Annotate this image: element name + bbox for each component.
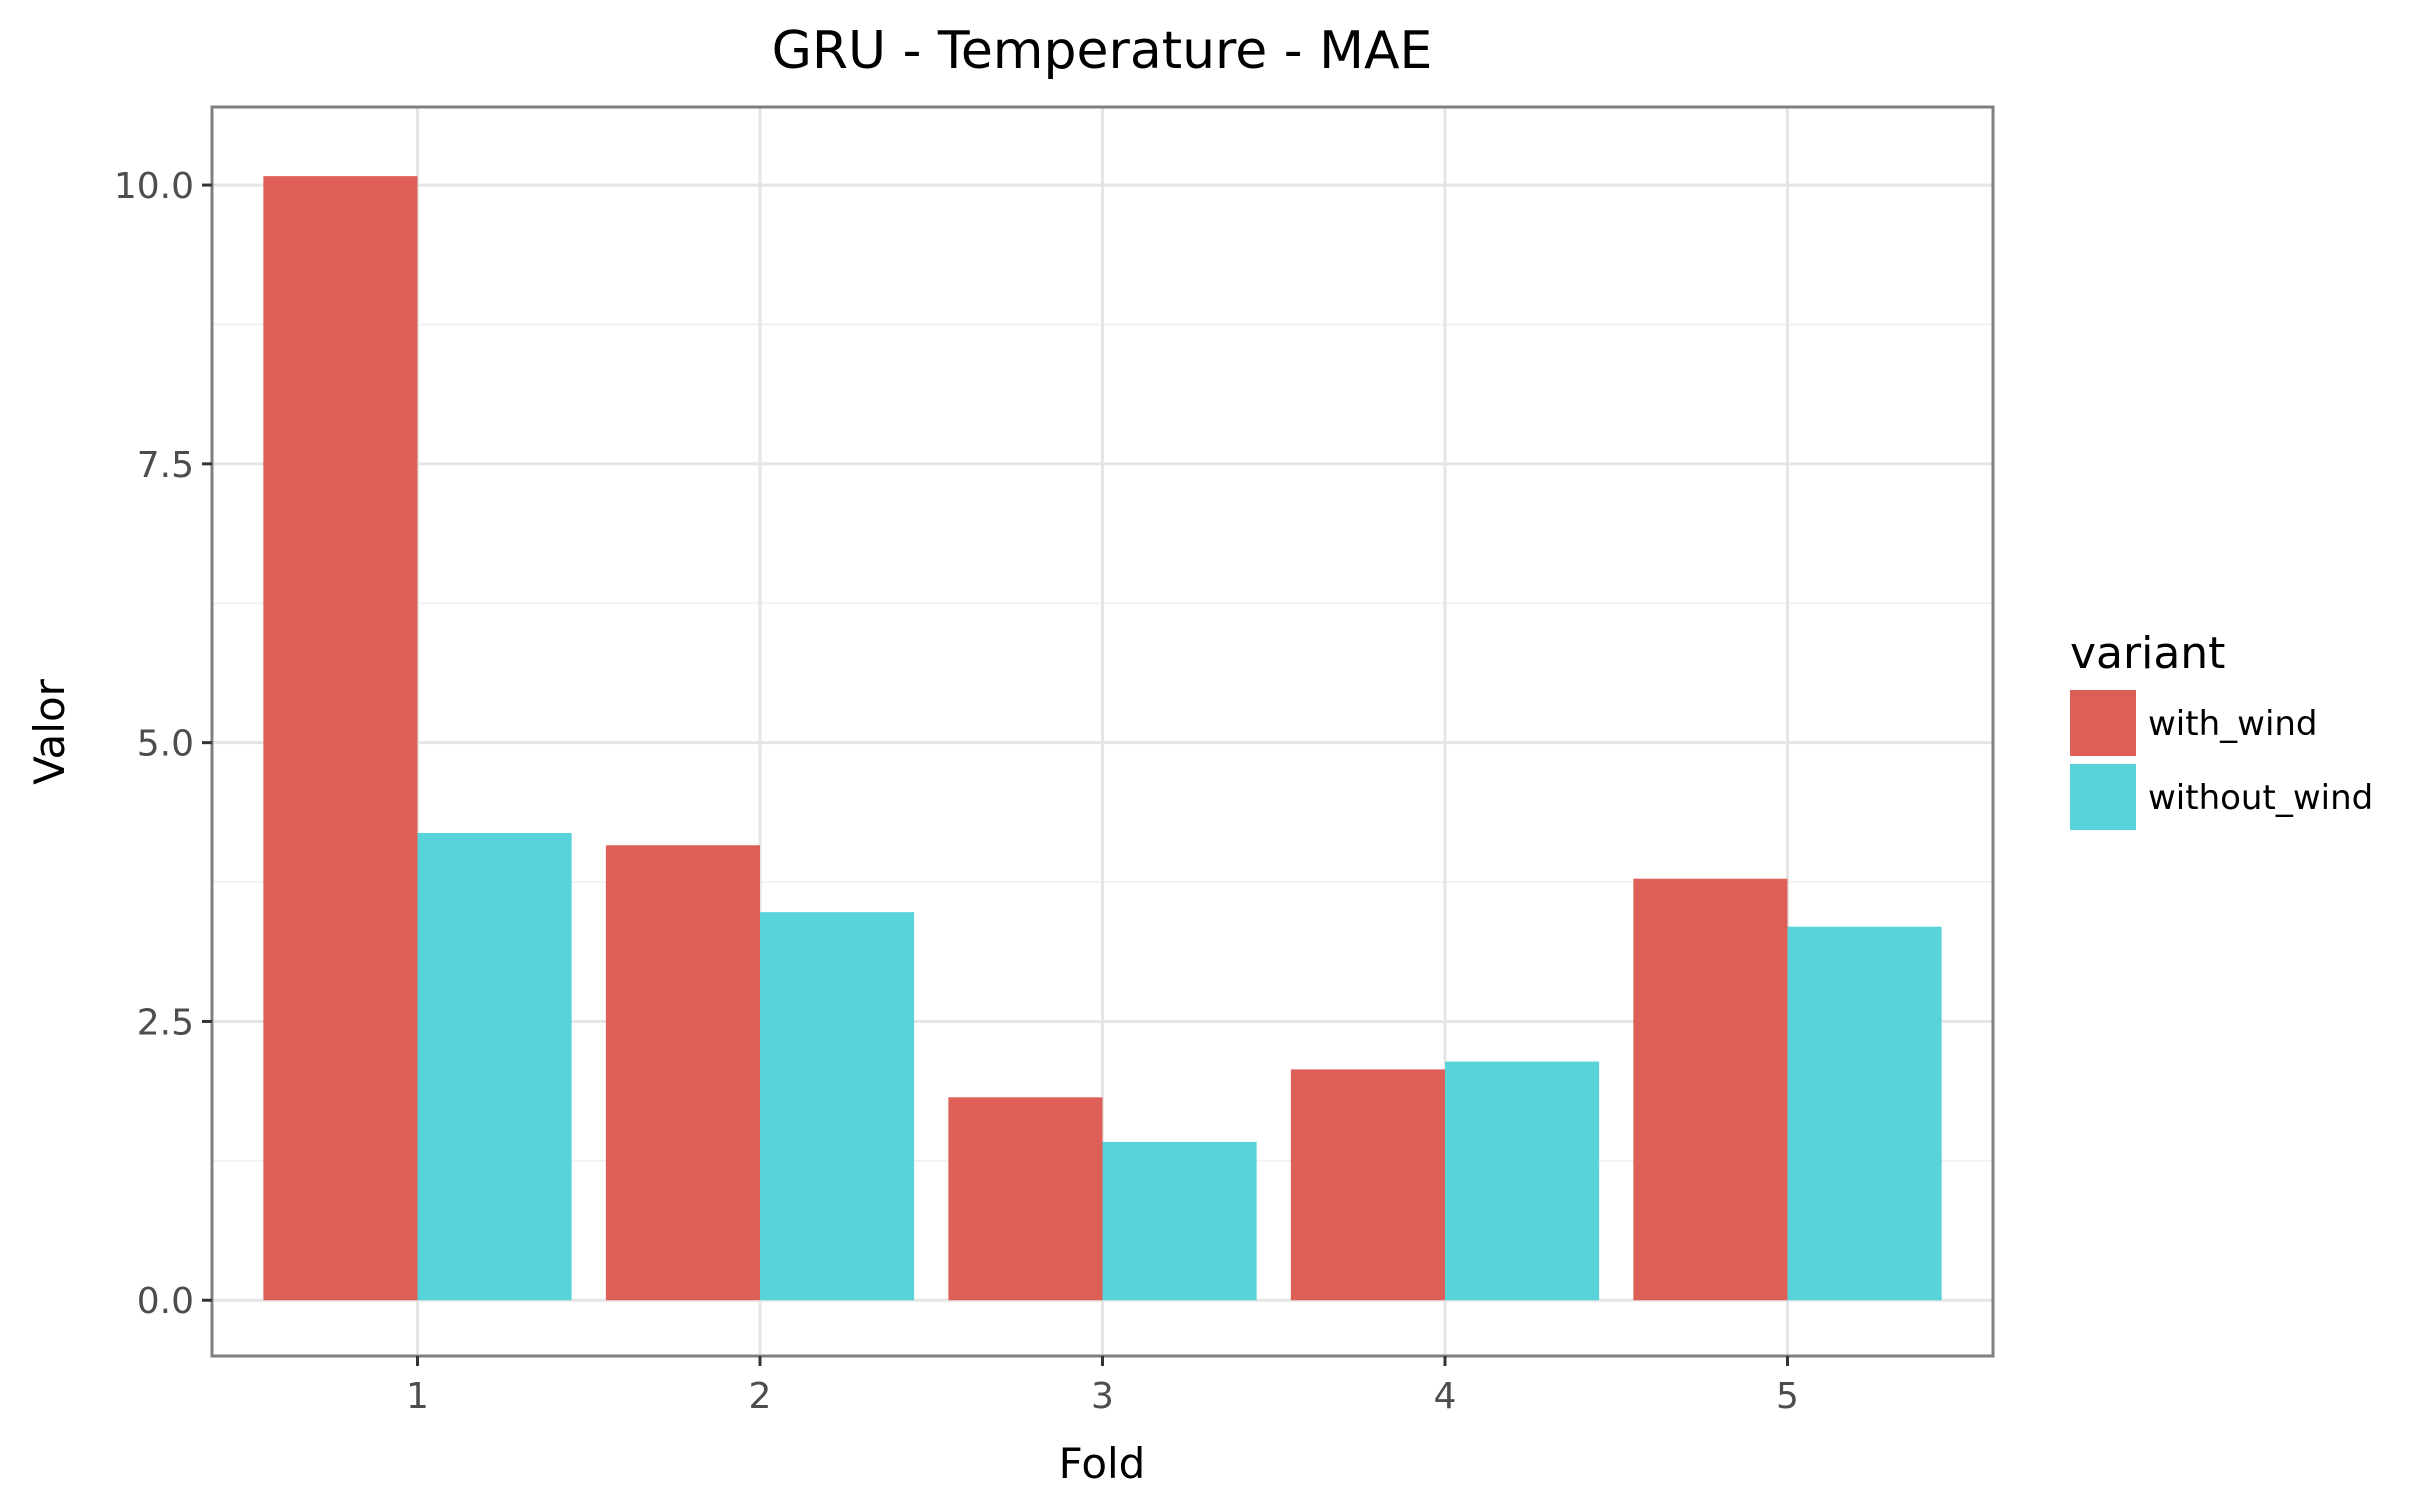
y-tick-label: 7.5 — [137, 445, 194, 486]
chart-title: GRU - Temperature - MAE — [772, 21, 1433, 81]
y-tick-label: 2.5 — [137, 1002, 194, 1043]
bar-without_wind-fold-3 — [1102, 1141, 1257, 1301]
bar-with_wind-fold-3 — [948, 1097, 1103, 1301]
bar-with_wind-fold-4 — [1290, 1069, 1445, 1301]
bar-without_wind-fold-1 — [417, 832, 572, 1301]
bar-with_wind-fold-1 — [263, 176, 418, 1301]
y-tick-label: 5.0 — [137, 724, 194, 765]
legend-label-without_wind: without_wind — [2148, 778, 2373, 818]
x-axis: 1 2 3 4 5 — [406, 1356, 1799, 1417]
x-tick-label: 3 — [1091, 1376, 1114, 1417]
legend-label-with_wind: with_wind — [2148, 704, 2318, 744]
x-tick-label: 4 — [1434, 1376, 1457, 1417]
legend-key-without_wind — [2070, 764, 2136, 830]
x-tick-label: 1 — [406, 1376, 429, 1417]
y-tick-label: 10.0 — [114, 166, 194, 207]
bar-without_wind-fold-4 — [1445, 1061, 1600, 1301]
y-axis: 0.0 2.5 5.0 7.5 10.0 — [114, 166, 212, 1322]
x-axis-title: Fold — [1059, 1439, 1146, 1488]
y-tick-label: 0.0 — [137, 1281, 194, 1322]
legend-items: with_wind without_wind — [2070, 690, 2373, 830]
bar-with_wind-fold-2 — [605, 845, 760, 1301]
bar-with_wind-fold-5 — [1633, 878, 1788, 1301]
bar-without_wind-fold-5 — [1787, 926, 1942, 1301]
x-tick-label: 2 — [749, 1376, 772, 1417]
bar-without_wind-fold-2 — [760, 912, 915, 1301]
legend: variant with_wind without_wind — [2070, 628, 2373, 830]
x-tick-label: 5 — [1776, 1376, 1799, 1417]
legend-key-with_wind — [2070, 690, 2136, 756]
bars — [263, 176, 1942, 1301]
y-axis-title: Valor — [25, 678, 74, 785]
legend-title: variant — [2070, 628, 2225, 679]
